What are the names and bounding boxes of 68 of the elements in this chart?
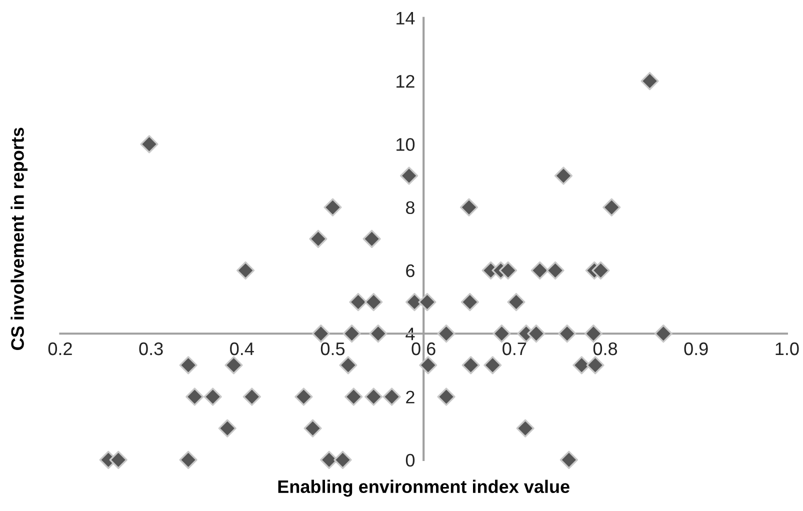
point: [224, 356, 243, 374]
point: [507, 292, 526, 312]
point: [344, 388, 363, 406]
point: [304, 419, 322, 438]
point: [492, 324, 511, 343]
x-tick-label: 0.7: [502, 342, 526, 356]
point: [349, 292, 368, 312]
point: [369, 324, 388, 343]
point: [294, 388, 313, 406]
point: [418, 292, 436, 312]
y-tick-label: 14: [396, 12, 415, 24]
point: [437, 388, 456, 406]
point: [204, 388, 222, 406]
point: [364, 388, 383, 406]
point: [140, 135, 158, 154]
x-tick-label: 1.0: [776, 342, 799, 356]
point: [362, 230, 381, 248]
point: [382, 388, 401, 406]
point: [342, 324, 361, 343]
point: [592, 261, 610, 280]
point: [242, 388, 261, 406]
point: [654, 324, 672, 343]
x-tick-label: 0.8: [593, 342, 618, 356]
point: [109, 450, 128, 469]
y-tick-label: 2: [406, 390, 414, 404]
point: [554, 166, 573, 185]
point: [186, 388, 204, 406]
point: [584, 324, 603, 343]
point: [339, 356, 358, 374]
point: [586, 356, 604, 374]
point: [312, 324, 330, 343]
point: [558, 324, 576, 343]
point: [460, 292, 479, 312]
point: [324, 198, 342, 216]
point: [334, 450, 352, 469]
x-tick-label: 0.6: [412, 342, 436, 356]
point: [179, 450, 198, 469]
point: [640, 72, 659, 90]
point: [364, 292, 383, 312]
x-tick-label: 0.3: [139, 342, 163, 356]
point: [516, 419, 534, 438]
y-tick-label: 0: [406, 454, 415, 467]
x-tick-label: 0.4: [230, 342, 254, 356]
point: [437, 324, 456, 343]
point: [400, 166, 418, 185]
point: [546, 261, 564, 280]
point: [560, 450, 578, 469]
point: [309, 230, 328, 248]
point: [419, 356, 438, 374]
point: [462, 356, 480, 374]
point: [602, 198, 621, 216]
point: [484, 356, 502, 374]
point: [530, 261, 549, 280]
point: [460, 198, 478, 216]
x-tick-label: 0.5: [320, 342, 345, 356]
y-tick-label: 8: [406, 201, 414, 214]
point: [179, 356, 198, 374]
y-tick-label: 6: [406, 264, 414, 278]
x-tick-label: 0.9: [684, 342, 708, 356]
x-tick-label: 0.2: [48, 342, 72, 356]
point: [527, 324, 546, 343]
y-axis-title: CS involvement in reports: [10, 128, 28, 350]
point: [218, 419, 236, 438]
point: [236, 261, 255, 280]
y-tick-label: 12: [396, 74, 414, 88]
point: [499, 261, 518, 280]
y-tick-label: 10: [396, 138, 415, 151]
x-axis-title: Enabling environment index value: [278, 480, 570, 497]
